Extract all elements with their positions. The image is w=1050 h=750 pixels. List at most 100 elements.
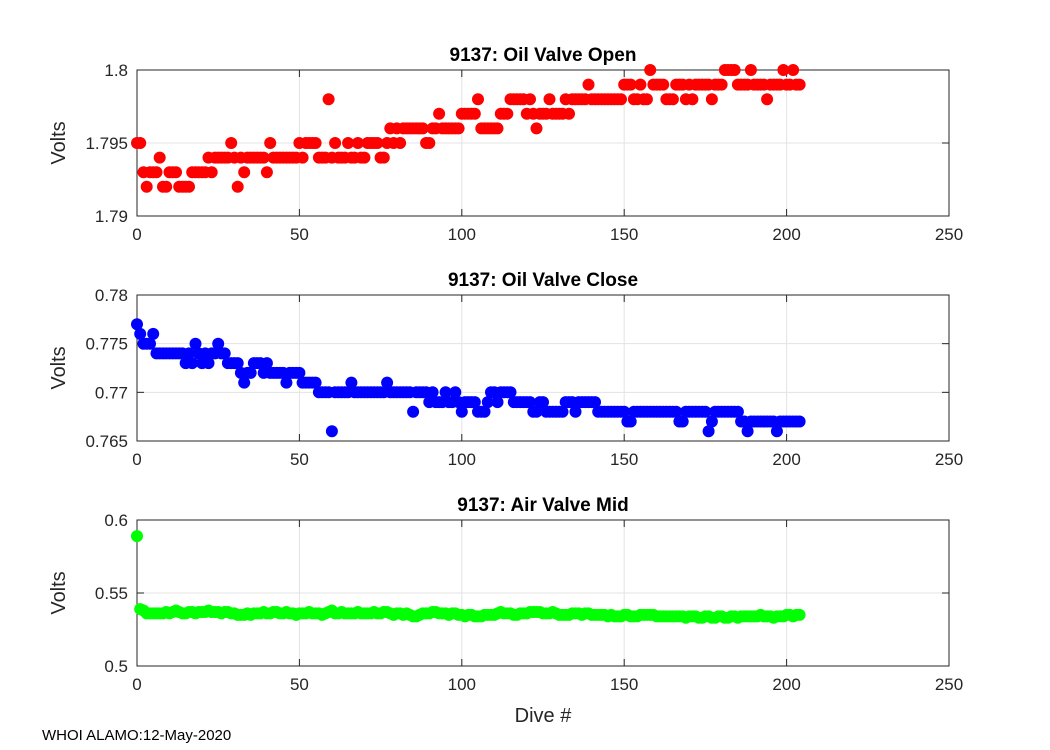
data-point: [342, 137, 355, 149]
data-point: [160, 180, 173, 193]
data-point: [377, 151, 390, 164]
data-point: [134, 137, 147, 149]
data-point: [189, 337, 202, 350]
data-point: [202, 357, 215, 370]
x-tick-label: 0: [132, 225, 141, 244]
data-point: [416, 122, 429, 135]
data-point: [455, 405, 468, 418]
footer-stamp: WHOI ALAMO:12-May-2020: [42, 727, 232, 744]
data-point: [131, 318, 143, 331]
data-point: [238, 166, 251, 179]
data-point: [309, 137, 322, 149]
data-point: [426, 386, 439, 399]
x-tick-label: 150: [610, 675, 638, 694]
data-point: [728, 64, 741, 76]
y-tick-label: 0.5: [104, 657, 128, 676]
x-tick-label: 0: [132, 675, 141, 694]
data-point: [537, 396, 549, 409]
x-axis-label: Dive #: [515, 705, 573, 727]
data-point: [345, 376, 358, 389]
chart-panel: 0 50 100 150 200 250 0.765 0.77 0.775 0.78 9137: O…: [48, 270, 963, 469]
data-point: [702, 425, 715, 438]
data-point: [478, 405, 491, 418]
data-point: [504, 386, 517, 399]
data-point: [153, 151, 166, 164]
data-point: [676, 415, 689, 428]
y-tick-label: 0.77: [95, 383, 128, 402]
data-point: [624, 78, 637, 91]
data-point: [439, 386, 452, 399]
data-point: [212, 337, 225, 350]
data-point: [491, 396, 504, 409]
x-tick-label: 250: [935, 225, 963, 244]
x-tick-label: 100: [448, 450, 476, 469]
data-point: [793, 415, 806, 428]
data-point: [472, 93, 484, 106]
data-series: [131, 318, 806, 438]
x-tick-label: 150: [610, 450, 638, 469]
data-point: [433, 107, 446, 120]
data-point: [657, 78, 670, 91]
data-point: [260, 357, 273, 370]
data-point: [468, 396, 481, 409]
data-point: [225, 137, 238, 149]
y-tick-label: 0.6: [104, 511, 128, 530]
x-tick-label: 250: [935, 675, 963, 694]
data-point: [793, 78, 806, 91]
data-point: [569, 405, 582, 418]
y-tick-label: 0.55: [95, 584, 128, 603]
data-point: [452, 122, 465, 135]
x-tick-label: 100: [448, 675, 476, 694]
data-point: [501, 107, 514, 120]
y-tick-label: 1.79: [95, 207, 128, 226]
data-point: [589, 396, 601, 409]
x-tick-label: 100: [448, 225, 476, 244]
data-point: [761, 93, 774, 106]
data-point: [634, 78, 647, 91]
data-point: [686, 93, 699, 106]
data-point: [231, 357, 244, 370]
data-point: [280, 376, 293, 389]
y-tick-label: 1.8: [104, 61, 128, 80]
data-point: [615, 93, 627, 106]
data-point: [449, 386, 462, 399]
data-point: [264, 137, 277, 149]
chart-title: 9137: Oil Valve Close: [448, 270, 638, 291]
data-point: [257, 151, 270, 164]
y-tick-label: 0.78: [95, 286, 128, 305]
data-point: [793, 608, 806, 621]
data-series: [131, 64, 806, 193]
y-axis-label: Volts: [48, 346, 70, 389]
data-point: [144, 337, 156, 350]
data-point: [296, 151, 309, 164]
y-axis-label: Volts: [48, 571, 70, 614]
x-tick-label: 200: [772, 450, 800, 469]
data-point: [744, 64, 757, 76]
data-point: [147, 327, 160, 340]
x-tick-label: 0: [132, 450, 141, 469]
data-point: [329, 137, 342, 149]
x-tick-label: 150: [610, 225, 638, 244]
data-point: [705, 93, 718, 106]
data-point: [530, 405, 543, 418]
chart-panel: 0 50 100 150 200 250 1.79 1.795 1.8 9137: Oil Val…: [48, 45, 963, 244]
chart-panel: 0 50 100 150 200 250 0.5 0.55 0.6 9137: Air Valve…: [48, 495, 963, 727]
data-point: [293, 366, 306, 379]
data-point: [618, 405, 631, 418]
data-point: [322, 93, 335, 106]
data-point: [666, 93, 679, 106]
data-point: [325, 425, 338, 438]
data-point: [481, 396, 494, 409]
data-point: [170, 166, 182, 179]
data-point: [140, 180, 153, 193]
data-point: [787, 64, 800, 76]
y-tick-label: 0.765: [85, 432, 128, 451]
data-point: [183, 180, 195, 193]
y-tick-label: 1.795: [85, 134, 128, 153]
x-tick-label: 200: [772, 675, 800, 694]
chart-title: 9137: Oil Valve Open: [450, 45, 637, 66]
data-point: [670, 405, 683, 418]
data-point: [231, 180, 244, 193]
data-point: [134, 327, 147, 340]
x-tick-label: 200: [772, 225, 800, 244]
